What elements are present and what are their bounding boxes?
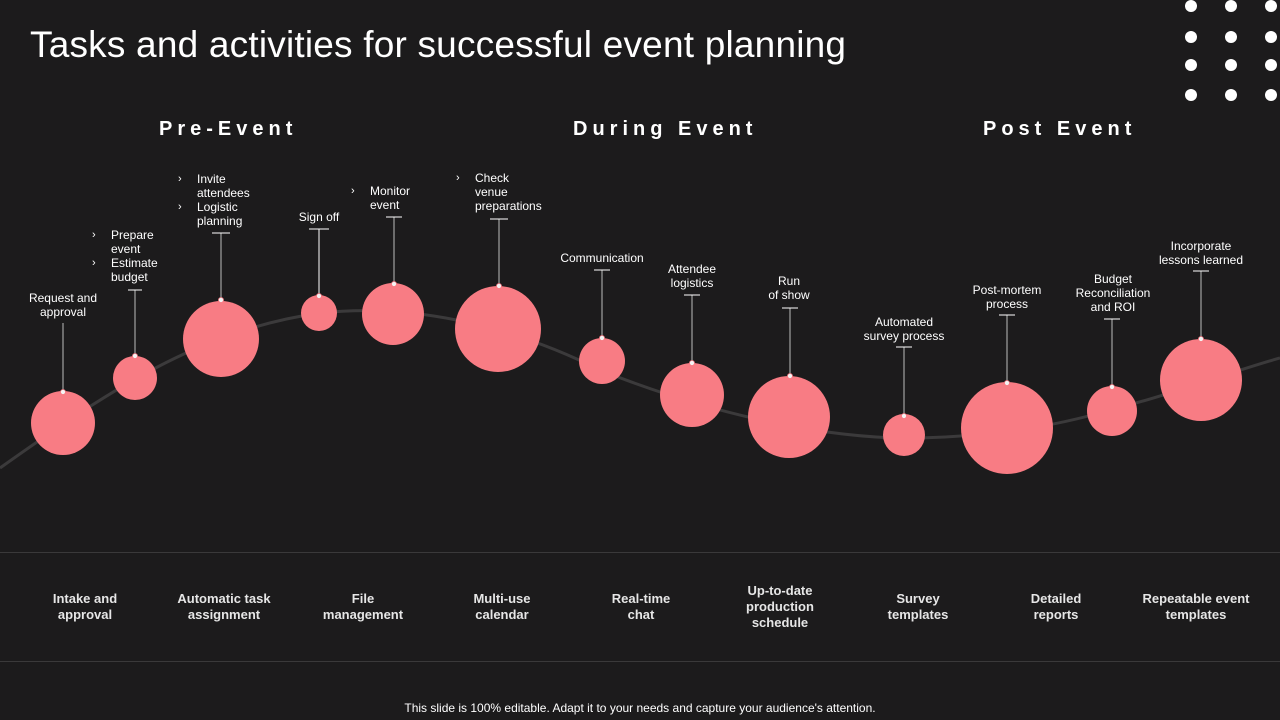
chevron-right-icon: ›: [178, 201, 182, 213]
phase-heading-during-event: During Event: [573, 118, 758, 140]
timeline-stage: [0, 216, 1280, 474]
phase-heading-post-event: Post Event: [983, 118, 1137, 140]
feature-multi-use-calendar: Multi-use calendar: [473, 591, 531, 622]
feature-production-schedule: Up-to-date production schedule: [746, 583, 814, 630]
step-label-prepare-estimate: › Prepare event › Estimate budget: [92, 228, 158, 284]
step-label-communication: Communication: [560, 251, 644, 265]
chevron-right-icon: ›: [92, 229, 96, 241]
step-bubble-5: [362, 283, 424, 345]
step-bubble-9: [748, 376, 830, 458]
step-bubble-10: [883, 414, 925, 456]
chevron-right-icon: ›: [92, 257, 96, 269]
step-label-request-approval: Request and approval: [28, 291, 98, 319]
features-band: [0, 552, 1280, 662]
step-label-monitor-event: › Monitor event: [351, 184, 411, 212]
footer-note: This slide is 100% editable. Adapt it to…: [404, 701, 876, 715]
step-label-invite-logistic: › Invite attendees › Logistic planning: [178, 172, 250, 228]
step-label-post-mortem: Post-mortem process: [972, 283, 1042, 311]
phase-heading-pre-event: Pre-Event: [159, 118, 298, 140]
step-bubble-13: [1160, 339, 1242, 421]
feature-detailed-reports: Detailed reports: [1030, 591, 1082, 622]
step-bubble-4: [301, 295, 337, 331]
feature-file-management: File management: [322, 591, 404, 622]
chevron-right-icon: ›: [178, 173, 182, 185]
step-bubble-7: [579, 338, 625, 384]
step-bubble-11: [961, 382, 1053, 474]
step-label-sign-off: Sign off: [298, 210, 340, 224]
chevron-right-icon: ›: [351, 185, 355, 197]
step-bubble-1: [31, 391, 95, 455]
feature-automatic-task-assignment: Automatic task assignment: [177, 591, 271, 622]
step-label-budget-reconciliation: Budget Reconciliation and ROI: [1075, 272, 1151, 314]
feature-real-time-chat: Real-time chat: [611, 591, 671, 622]
step-bubble-3: [183, 301, 259, 377]
step-label-attendee-logistics: Attendee logistics: [667, 262, 717, 290]
step-label-check-venue: › Check venue preparations: [456, 171, 542, 213]
chevron-right-icon: ›: [456, 172, 460, 184]
step-label-incorporate-lessons: Incorporate lessons learned: [1158, 239, 1244, 267]
step-bubble-6: [455, 286, 541, 372]
feature-survey-templates: Survey templates: [887, 591, 949, 622]
step-label-automated-survey: Automated survey process: [863, 315, 945, 343]
page-title: Tasks and activities for successful even…: [30, 24, 847, 65]
step-bubble-8: [660, 363, 724, 427]
feature-repeatable-event-templates: Repeatable event templates: [1142, 591, 1250, 622]
step-bubble-2: [113, 356, 157, 400]
step-bubble-12: [1087, 386, 1137, 436]
step-label-run-of-show: Run of show: [768, 274, 810, 302]
feature-intake-approval: Intake and approval: [52, 591, 118, 622]
